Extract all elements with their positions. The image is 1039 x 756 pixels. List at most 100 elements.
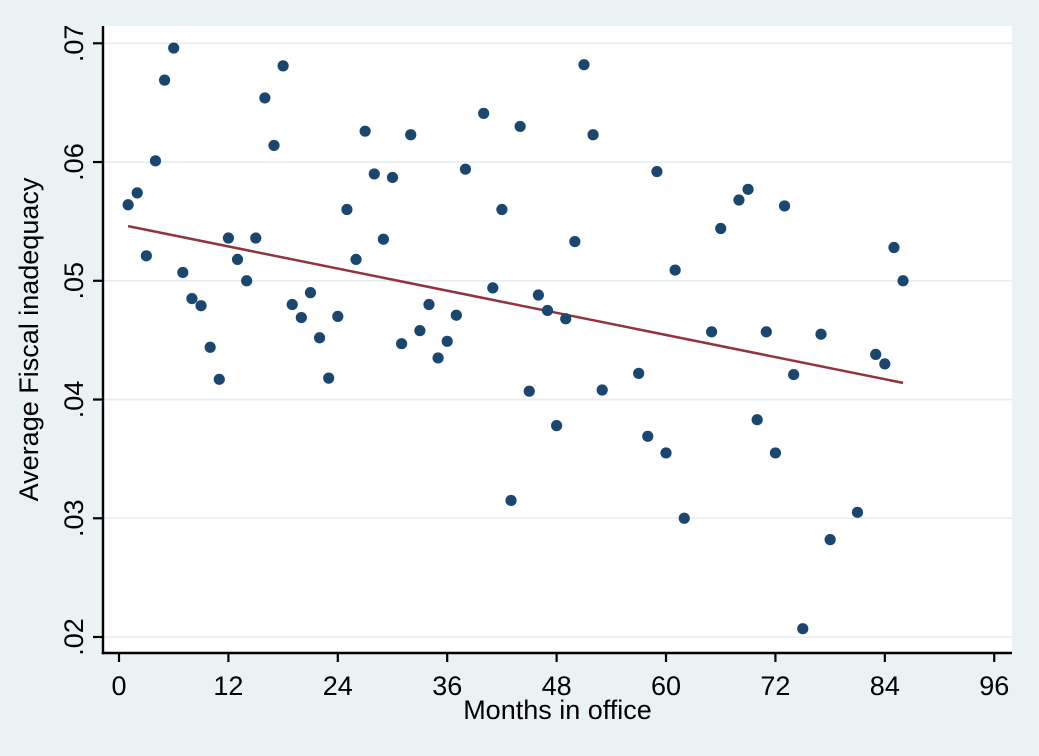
data-point <box>551 420 563 432</box>
data-point <box>706 326 718 338</box>
data-point <box>742 183 754 195</box>
data-point <box>450 309 462 321</box>
data-point <box>678 512 690 524</box>
data-point <box>669 264 681 276</box>
data-point <box>323 372 335 384</box>
y-tick-label: .03 <box>59 499 89 537</box>
x-tick-label: 0 <box>111 671 126 701</box>
data-point <box>277 60 289 72</box>
data-point <box>851 506 864 518</box>
data-point <box>642 430 654 442</box>
data-point <box>222 232 235 244</box>
y-tick-label: .05 <box>59 262 89 300</box>
data-point <box>560 313 572 325</box>
data-point <box>824 534 836 546</box>
data-point <box>195 300 207 312</box>
data-point <box>523 385 535 397</box>
x-tick-label: 72 <box>760 671 790 701</box>
data-point <box>259 92 271 104</box>
data-point <box>778 200 791 212</box>
data-point <box>733 194 745 206</box>
x-tick-label: 96 <box>979 671 1009 701</box>
y-tick-label: .04 <box>59 381 89 419</box>
data-point <box>660 447 672 459</box>
data-point <box>496 203 508 216</box>
data-point <box>459 163 472 175</box>
data-point <box>386 171 399 184</box>
data-point <box>268 139 280 152</box>
data-point <box>441 335 453 347</box>
data-point <box>797 623 809 635</box>
data-point <box>177 266 189 279</box>
data-point <box>897 275 909 287</box>
y-tick-label: .06 <box>59 143 89 181</box>
data-point <box>596 384 608 396</box>
data-point <box>250 232 262 244</box>
data-point <box>578 59 590 71</box>
x-tick-label: 84 <box>870 671 900 701</box>
data-point <box>204 341 216 353</box>
data-point <box>587 129 599 141</box>
data-point <box>815 328 827 340</box>
data-point <box>313 332 326 344</box>
data-point <box>231 253 244 266</box>
data-point <box>541 304 554 317</box>
data-point <box>368 168 380 180</box>
data-point <box>487 282 499 294</box>
data-point <box>350 253 362 266</box>
data-point <box>505 494 517 507</box>
tick-labels: 0 12 24 36 48 60 72 84 96 .02 .03 .04 .05 .06 .07 <box>59 25 1009 701</box>
data-point <box>879 358 891 370</box>
data-point <box>651 165 663 178</box>
data-point <box>149 155 162 167</box>
data-point <box>140 250 152 262</box>
data-point <box>131 187 143 199</box>
y-tick-label: .02 <box>59 618 89 656</box>
gridlines <box>104 42 1012 638</box>
data-point <box>304 287 317 299</box>
y-tick-label: .07 <box>59 25 89 63</box>
data-point <box>286 298 298 311</box>
data-point <box>751 414 763 426</box>
fit-line <box>127 224 904 385</box>
data-point <box>788 368 800 381</box>
x-tick-label: 24 <box>323 671 353 701</box>
data-point <box>359 125 371 137</box>
data-point <box>241 275 253 287</box>
x-tick-label: 12 <box>213 671 243 701</box>
data-point <box>377 233 389 245</box>
data-point <box>715 222 727 235</box>
data-point <box>414 325 426 337</box>
x-tick-label: 36 <box>432 671 462 701</box>
y-axis-title: Average Fiscal inadequacy <box>14 177 44 501</box>
data-point <box>423 298 435 311</box>
plot-area <box>103 26 1012 653</box>
data-point <box>405 129 417 141</box>
data-point <box>633 367 645 379</box>
data-point <box>514 120 526 133</box>
data-point <box>158 74 171 86</box>
axes <box>93 26 1012 662</box>
data-point <box>888 241 900 254</box>
x-tick-label: 60 <box>651 671 681 701</box>
data-point <box>432 352 444 364</box>
data-point <box>332 310 344 323</box>
x-axis-title: Months in office <box>463 695 652 725</box>
scatter-points <box>122 42 909 635</box>
data-point <box>396 338 408 350</box>
data-point <box>870 348 882 360</box>
data-point <box>569 235 581 248</box>
data-point <box>760 326 772 338</box>
data-point <box>341 203 353 216</box>
data-point <box>769 447 782 459</box>
data-point <box>122 199 134 211</box>
data-point <box>186 292 198 305</box>
data-point <box>213 373 225 385</box>
data-point <box>478 107 490 119</box>
data-point <box>295 311 307 324</box>
data-point <box>168 42 180 54</box>
fit-line-group <box>127 224 904 385</box>
x-tick-label: 48 <box>542 671 572 701</box>
